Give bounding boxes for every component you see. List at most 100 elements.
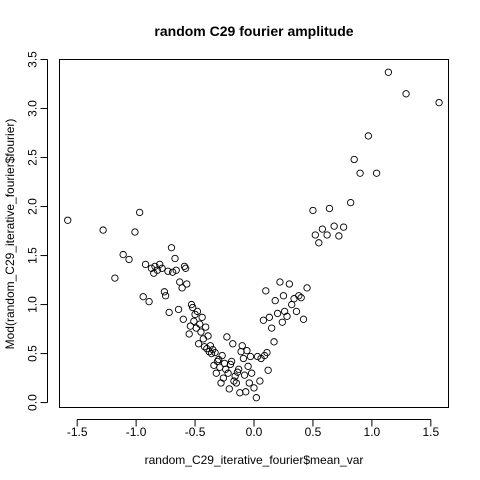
y-tick-label: 0.5 [26,345,40,362]
data-point [231,372,239,380]
data-point [303,284,311,292]
data-point [238,342,246,350]
data-point [99,226,107,234]
data-point [299,315,308,323]
data-point [229,340,237,348]
data-point [384,68,393,76]
data-point [265,313,273,321]
x-axis: -1.5 -1.0 -0.5 0.0 0.5 1.0 1.5 [67,419,439,439]
x-axis-label: random_C29_iterative_fourier$mean_var [145,453,364,467]
data-point [218,351,226,360]
data-point [268,324,276,332]
data-point [273,309,282,318]
data-point [339,223,348,231]
data-point [276,278,284,286]
data-point [204,332,212,340]
data-point [151,262,159,270]
data-point [224,369,232,377]
data-point [119,250,127,259]
data-point [227,357,236,366]
plot-frame [59,59,449,408]
y-tick-label: 1.0 [26,296,40,313]
data-point [263,348,271,357]
data-point [311,231,319,239]
data-point [160,288,169,296]
data-point [279,292,288,300]
data-point [242,388,250,396]
data-point [198,313,206,321]
data-point [214,355,223,364]
data-point [171,254,179,263]
data-point [222,365,230,373]
data-point [131,228,139,236]
data-point [292,307,301,316]
data-point [212,369,220,377]
data-point [435,98,443,107]
data-point [64,216,72,224]
data-point [158,264,166,272]
data-point [219,374,228,382]
data-point [356,169,364,177]
data-point [183,280,191,288]
y-tick-label: 1.5 [26,247,40,264]
y-tick-label: 2.5 [26,149,40,166]
data-point [259,316,268,324]
data-point [225,385,233,393]
data-point [283,312,291,320]
data-point [230,377,238,385]
data-point [285,280,294,288]
data-point [164,267,172,275]
data-point [165,308,173,317]
data-point [252,394,261,402]
data-point [240,371,249,379]
chart-title: random C29 fourier amplitude [154,23,353,39]
data-point [193,307,202,316]
data-point [206,342,215,350]
data-point [156,260,164,269]
y-tick-label: 2.0 [26,198,40,215]
data-point [350,155,358,164]
x-tick-label: -1.5 [67,425,88,439]
x-tick-label: -0.5 [185,425,206,439]
data-point [139,293,147,301]
data-point [347,198,355,207]
data-point [243,346,251,355]
data-point [178,284,186,292]
data-point [309,206,317,215]
data-point [223,333,231,341]
data-point [141,260,150,269]
data-point [247,369,256,377]
data-point [235,365,243,373]
data-point [180,262,189,270]
data-point [239,354,248,363]
data-point [197,328,205,336]
data-point [318,225,327,233]
data-point [330,222,338,230]
x-tick-label: 0.0 [246,425,263,439]
data-point [167,244,176,252]
data-point [237,347,245,356]
data-point [245,379,253,387]
data-point [181,264,190,272]
data-point [335,232,343,240]
x-tick-label: 0.5 [305,425,322,439]
data-point [199,335,207,343]
x-tick-label: -1.0 [126,425,147,439]
data-point [264,366,272,374]
data-point [111,274,119,282]
data-point [315,239,323,247]
data-point [185,330,193,338]
data-point [202,323,210,331]
data-point [372,169,381,177]
data-point [250,384,258,392]
data-point [190,317,198,325]
data-point [270,338,278,346]
data-points [64,68,443,402]
y-tick-label: 0.0 [26,394,40,411]
data-point [253,352,262,361]
data-point [161,292,170,300]
data-point [179,315,187,323]
data-point [402,90,410,98]
y-tick-label: 3.5 [26,51,40,68]
